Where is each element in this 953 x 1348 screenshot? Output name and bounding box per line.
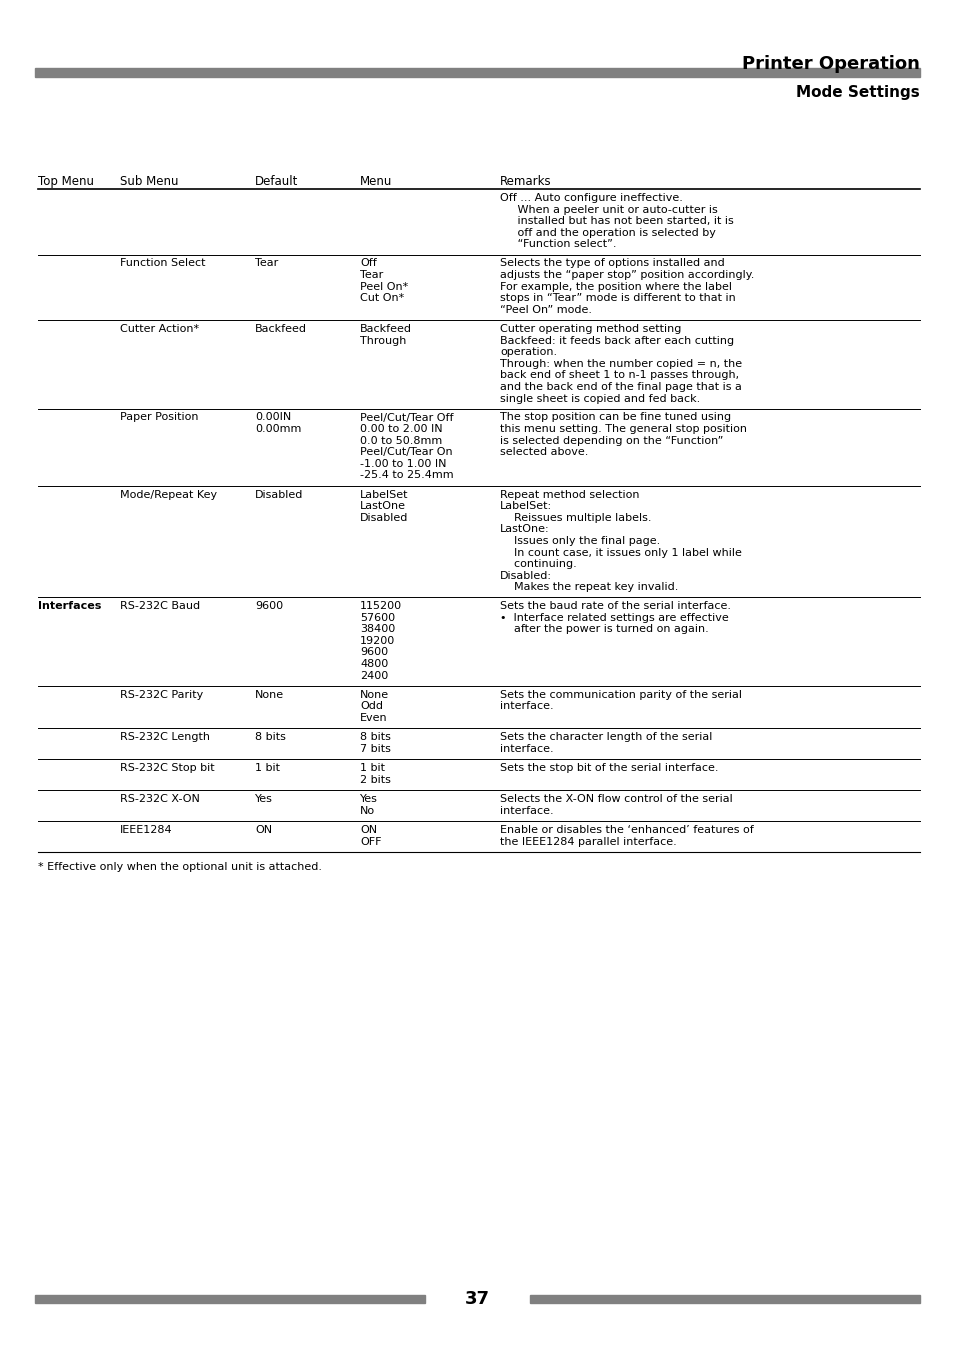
Text: Yes
No: Yes No — [359, 794, 377, 816]
Text: 8 bits
7 bits: 8 bits 7 bits — [359, 732, 391, 754]
Text: Sets the baud rate of the serial interface.
•  Interface related settings are ef: Sets the baud rate of the serial interfa… — [499, 601, 730, 634]
Text: Mode Settings: Mode Settings — [796, 85, 919, 100]
Text: Selects the type of options installed and
adjusts the “paper stop” position acco: Selects the type of options installed an… — [499, 259, 754, 315]
Bar — [530, 1295, 919, 1304]
Text: Yes: Yes — [254, 794, 273, 803]
Text: Sets the communication parity of the serial
interface.: Sets the communication parity of the ser… — [499, 689, 741, 712]
Text: Interfaces: Interfaces — [38, 601, 101, 611]
Text: Backfeed: Backfeed — [254, 324, 307, 334]
Text: Default: Default — [254, 175, 298, 187]
Text: Off
Tear
Peel On*
Cut On*: Off Tear Peel On* Cut On* — [359, 259, 408, 303]
Text: Cutter operating method setting
Backfeed: it feeds back after each cutting
opera: Cutter operating method setting Backfeed… — [499, 324, 741, 403]
Text: Mode/Repeat Key: Mode/Repeat Key — [120, 489, 217, 500]
Text: RS-232C Stop bit: RS-232C Stop bit — [120, 763, 214, 772]
Bar — [35, 1295, 424, 1304]
Text: None: None — [254, 689, 284, 700]
Text: Sub Menu: Sub Menu — [120, 175, 178, 187]
Text: Cutter Action*: Cutter Action* — [120, 324, 199, 334]
Text: RS-232C Length: RS-232C Length — [120, 732, 210, 741]
Text: Menu: Menu — [359, 175, 392, 187]
Text: None
Odd
Even: None Odd Even — [359, 689, 389, 723]
Text: Repeat method selection
LabelSet:
    Reissues multiple labels.
LastOne:
    Iss: Repeat method selection LabelSet: Reissu… — [499, 489, 741, 592]
Text: Paper Position: Paper Position — [120, 412, 198, 422]
Text: ON: ON — [254, 825, 272, 834]
Text: 37: 37 — [464, 1290, 489, 1308]
Text: RS-232C Parity: RS-232C Parity — [120, 689, 203, 700]
Text: Disabled: Disabled — [254, 489, 303, 500]
Text: Top Menu: Top Menu — [38, 175, 94, 187]
Text: Printer Operation: Printer Operation — [741, 55, 919, 73]
Text: 1 bit
2 bits: 1 bit 2 bits — [359, 763, 391, 785]
Text: Off ... Auto configure ineffective.
     When a peeler unit or auto-cutter is
  : Off ... Auto configure ineffective. When… — [499, 193, 733, 249]
Text: Selects the X-ON flow control of the serial
interface.: Selects the X-ON flow control of the ser… — [499, 794, 732, 816]
Text: Enable or disables the ‘enhanced’ features of
the IEEE1284 parallel interface.: Enable or disables the ‘enhanced’ featur… — [499, 825, 753, 847]
Text: Peel/Cut/Tear Off
0.00 to 2.00 IN
0.0 to 50.8mm
Peel/Cut/Tear On
-1.00 to 1.00 I: Peel/Cut/Tear Off 0.00 to 2.00 IN 0.0 to… — [359, 412, 453, 480]
Text: Tear: Tear — [254, 259, 278, 268]
Text: 9600: 9600 — [254, 601, 283, 611]
Text: * Effective only when the optional unit is attached.: * Effective only when the optional unit … — [38, 861, 322, 872]
Text: IEEE1284: IEEE1284 — [120, 825, 172, 834]
Text: 0.00IN
0.00mm: 0.00IN 0.00mm — [254, 412, 301, 434]
Text: ON
OFF: ON OFF — [359, 825, 381, 847]
Text: Remarks: Remarks — [499, 175, 551, 187]
Bar — [35, 67, 919, 77]
Text: 1 bit: 1 bit — [254, 763, 280, 772]
Text: LabelSet
LastOne
Disabled: LabelSet LastOne Disabled — [359, 489, 408, 523]
Text: 8 bits: 8 bits — [254, 732, 286, 741]
Text: Function Select: Function Select — [120, 259, 205, 268]
Text: Sets the character length of the serial
interface.: Sets the character length of the serial … — [499, 732, 712, 754]
Text: RS-232C X-ON: RS-232C X-ON — [120, 794, 200, 803]
Text: 115200
57600
38400
19200
9600
4800
2400: 115200 57600 38400 19200 9600 4800 2400 — [359, 601, 402, 681]
Text: The stop position can be fine tuned using
this menu setting. The general stop po: The stop position can be fine tuned usin… — [499, 412, 746, 457]
Text: RS-232C Baud: RS-232C Baud — [120, 601, 200, 611]
Text: Backfeed
Through: Backfeed Through — [359, 324, 412, 345]
Text: Sets the stop bit of the serial interface.: Sets the stop bit of the serial interfac… — [499, 763, 718, 772]
